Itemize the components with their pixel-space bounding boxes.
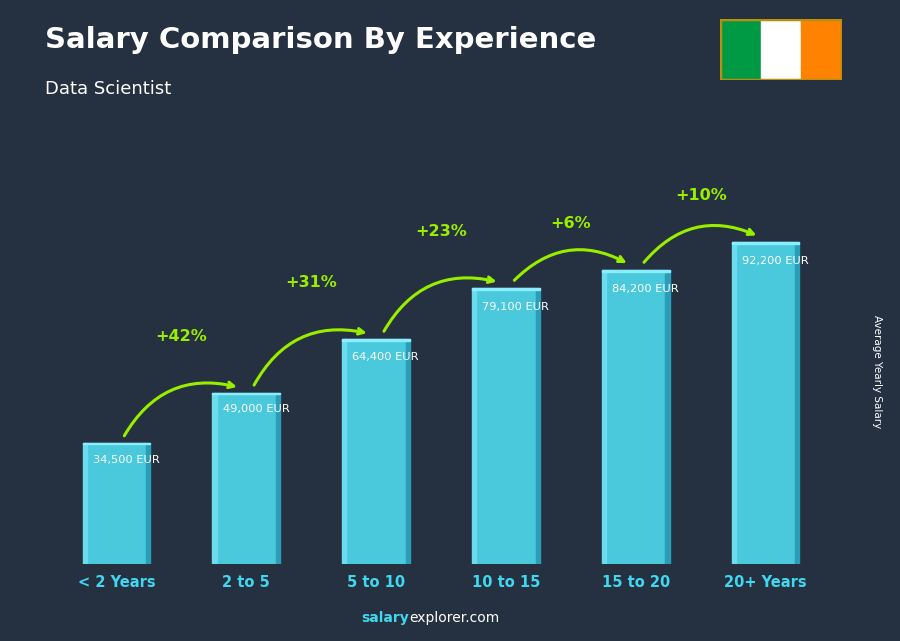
Text: Data Scientist: Data Scientist (45, 80, 171, 98)
Bar (476, 288, 536, 564)
Bar (346, 339, 406, 564)
Bar (406, 339, 410, 564)
Bar (796, 242, 799, 564)
Text: Average Yearly Salary: Average Yearly Salary (872, 315, 883, 428)
Bar (665, 270, 670, 564)
Text: +6%: +6% (551, 216, 591, 231)
Bar (472, 288, 540, 290)
Text: 49,000 EUR: 49,000 EUR (222, 404, 290, 414)
Text: 79,100 EUR: 79,100 EUR (482, 302, 549, 312)
Text: +42%: +42% (156, 329, 207, 344)
Bar (602, 270, 606, 564)
Bar (472, 288, 476, 564)
Bar (86, 444, 146, 564)
Bar (732, 242, 736, 564)
Text: salary: salary (362, 611, 410, 625)
Text: 64,400 EUR: 64,400 EUR (353, 352, 419, 362)
Text: 34,500 EUR: 34,500 EUR (93, 454, 159, 465)
Bar (602, 270, 670, 272)
Bar (212, 393, 280, 394)
Text: +31%: +31% (285, 275, 337, 290)
Bar (760, 19, 801, 80)
Bar (736, 242, 796, 564)
Bar (146, 444, 150, 564)
Bar (212, 393, 217, 564)
Bar (732, 242, 799, 244)
Text: 84,200 EUR: 84,200 EUR (612, 285, 679, 294)
Bar (536, 288, 540, 564)
Text: +10%: +10% (675, 188, 726, 203)
Bar (342, 339, 410, 341)
Bar (720, 19, 760, 80)
Text: explorer.com: explorer.com (410, 611, 500, 625)
Text: 92,200 EUR: 92,200 EUR (742, 256, 808, 267)
Bar (342, 339, 346, 564)
Bar (217, 393, 276, 564)
Bar (606, 270, 665, 564)
Bar (801, 19, 842, 80)
Text: Salary Comparison By Experience: Salary Comparison By Experience (45, 26, 596, 54)
Bar (83, 444, 86, 564)
Text: +23%: +23% (415, 224, 467, 238)
Bar (276, 393, 280, 564)
